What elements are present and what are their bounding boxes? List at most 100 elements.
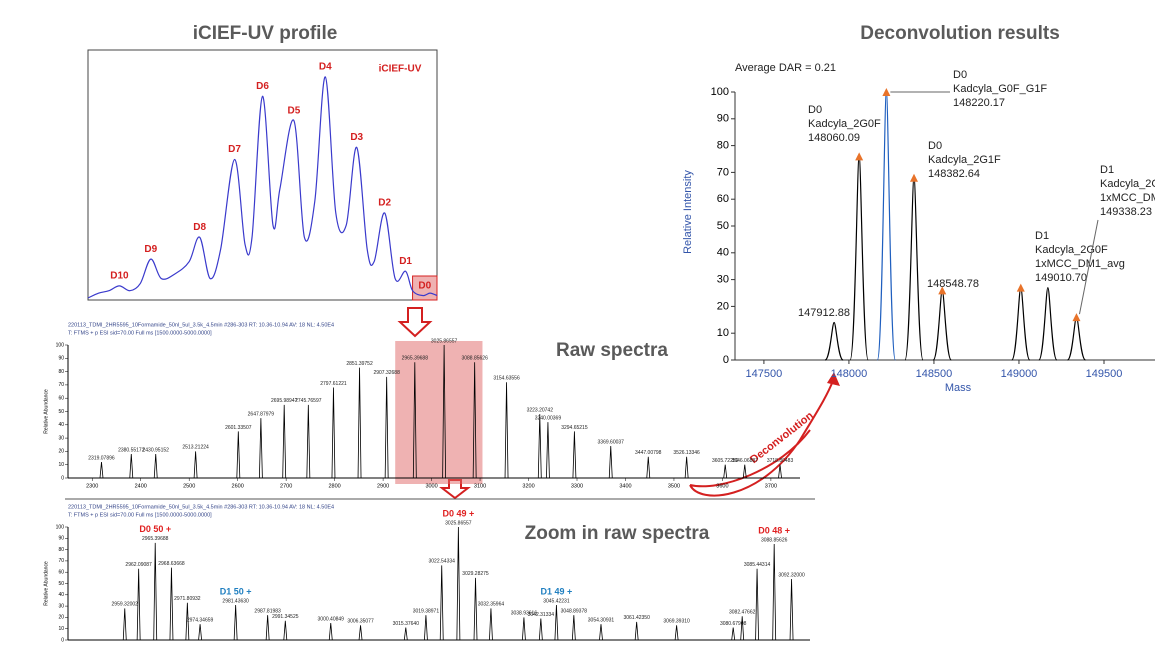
peak-label: 2971.80932 [174, 596, 201, 602]
y-tick-label: 50 [58, 581, 64, 587]
y-tick-label: 0 [723, 354, 729, 366]
x-tick-label: 149000 [1001, 368, 1038, 380]
peak [554, 604, 559, 641]
peak-marker [1072, 313, 1081, 322]
peak-label: 3369.60037 [598, 439, 625, 445]
x-tick-label: 2800 [328, 483, 340, 489]
peak [153, 454, 158, 479]
peak-label: 3088.85626 [461, 356, 488, 362]
peak [904, 177, 924, 361]
y-axis-label: Relative Abundance [43, 389, 49, 434]
x-tick-label: 2400 [135, 483, 147, 489]
peak-label: 2745.76597 [295, 398, 322, 404]
x-axis-label: Mass [945, 382, 972, 394]
peak [772, 543, 777, 641]
x-tick-label: 3400 [619, 483, 631, 489]
deconvolution-arrow [689, 377, 835, 497]
annotation: 1xMCC_DM1_avg [1100, 192, 1155, 204]
peak [608, 446, 613, 479]
profile-line [87, 76, 438, 299]
peak [538, 618, 543, 641]
mass-label: 148220.17 [953, 97, 1005, 109]
peak-label: 3045.42231 [543, 598, 570, 604]
highlight-region [395, 341, 483, 484]
peak-label: 3092.32000 [778, 572, 805, 578]
y-tick-label: 20 [58, 615, 64, 621]
peak-label: 3447.00798 [635, 450, 662, 456]
peak-label: 2991.34525 [272, 614, 299, 620]
peak-marker [855, 152, 864, 161]
peak [412, 362, 417, 479]
peak [572, 431, 577, 479]
peak-label: 3154.63556 [493, 376, 520, 382]
mass-label: 149338.23 [1100, 206, 1152, 218]
y-tick-label: 100 [56, 342, 65, 348]
peak-label: 3006.35077 [347, 619, 374, 625]
peak-label: 2851.39752 [346, 361, 373, 367]
peak-label: 3019.38971 [413, 608, 440, 614]
peak [1066, 316, 1087, 361]
peak-label: 3048.89378 [561, 608, 588, 614]
peak-label: 2797.61221 [320, 381, 347, 387]
peak-label: 3605.72259 [712, 458, 739, 464]
annotation: 1xMCC_DM1_avg [1035, 258, 1125, 270]
peak [185, 602, 190, 641]
spectrum-header: 220113_TDMI_2HR5595_10Formamide_50nl_5ul… [68, 504, 334, 510]
peak [306, 404, 311, 479]
peak [153, 542, 158, 641]
peak-label: D9 [144, 244, 157, 255]
peak-label: D7 [228, 144, 241, 155]
y-tick-label: 50 [58, 409, 64, 415]
peak [646, 456, 651, 479]
y-tick-label: 20 [58, 449, 64, 455]
spectrum-header: T: FTMS + p ESI sid=70.00 Full ms [1500.… [68, 512, 212, 518]
spectrum-header: T: FTMS + p ESI sid=70.00 Full ms [1500.… [68, 330, 212, 336]
y-tick-label: 70 [717, 166, 729, 178]
peak [358, 625, 363, 641]
annotation: Kadcyla_2G0F [1035, 244, 1108, 256]
arrow-down [397, 307, 433, 338]
peak-label: 2319.07896 [88, 455, 115, 461]
peak [755, 568, 759, 641]
y-tick-label: 70 [58, 382, 64, 388]
peak [439, 565, 444, 641]
peak-label: 2647.87979 [248, 411, 275, 417]
peak-marker [938, 286, 947, 295]
x-tick-label: 148500 [916, 368, 953, 380]
peak-label: 3000.40849 [318, 616, 345, 622]
y-tick-label: 40 [717, 247, 729, 259]
peak [265, 615, 270, 641]
peak-label: 2974.34659 [187, 618, 214, 624]
x-tick-label: 3200 [522, 483, 534, 489]
peak [198, 624, 202, 641]
mass-label: 147912.88 [798, 307, 850, 319]
peak-label: 3015.37640 [393, 621, 420, 627]
x-tick-label: 3000 [425, 483, 437, 489]
y-tick-label: 80 [58, 369, 64, 375]
peak [384, 376, 389, 479]
x-tick-label: 3500 [668, 483, 680, 489]
annotation: D0 [928, 140, 942, 152]
mass-label: 148548.78 [927, 278, 979, 290]
peak [472, 362, 477, 479]
peak [522, 617, 526, 641]
peak-label: 3718.80483 [767, 458, 794, 464]
peak [599, 624, 603, 641]
x-tick-label: 3700 [765, 483, 777, 489]
peak [129, 454, 134, 479]
peak-label: 3082.47662 [729, 610, 756, 616]
peak-label: 2981.43630 [222, 598, 249, 604]
peak-label: D4 [319, 62, 332, 73]
peak-label: 3069.39310 [663, 619, 690, 625]
peak [99, 462, 104, 479]
peak-label: D1 [399, 256, 412, 267]
y-tick-label: 80 [58, 547, 64, 553]
peak [723, 464, 728, 479]
y-tick-label: 90 [717, 113, 729, 125]
annotation: D1 [1035, 230, 1049, 242]
peak [258, 418, 263, 479]
peak [849, 155, 869, 361]
x-tick-label: 2300 [86, 483, 98, 489]
peak [357, 367, 362, 479]
mass-label: 149010.70 [1035, 272, 1087, 284]
